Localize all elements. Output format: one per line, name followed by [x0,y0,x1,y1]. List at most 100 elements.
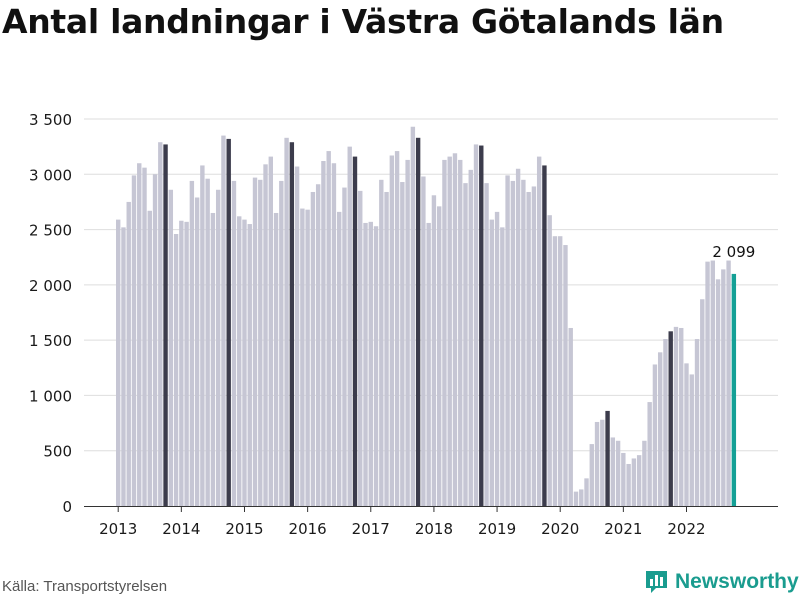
bar [221,135,226,507]
bar [679,327,684,506]
bar [373,226,379,507]
y-tick-label: 0 [62,498,72,516]
bar [521,179,526,507]
bar [184,221,189,506]
bar [116,219,121,506]
bar [331,163,337,506]
bar [505,175,510,507]
bar [152,174,158,507]
bar [210,212,216,506]
x-tick-label: 2014 [162,520,200,538]
bar [337,211,342,506]
bar [179,220,184,506]
bar [447,156,452,506]
bar [121,227,126,507]
bar [426,222,431,507]
bar [384,191,389,506]
bar [379,179,384,507]
bar [368,221,373,506]
bar [547,215,552,506]
bar [410,126,416,507]
bar [405,159,410,506]
bar [615,440,621,506]
bar [305,209,310,506]
bar [684,363,689,506]
x-tick-label: 2018 [415,520,453,538]
latest-bar [731,273,737,506]
bar [168,189,174,506]
bar [394,151,400,506]
bar [484,183,489,507]
bar [510,180,516,507]
bar [710,260,716,506]
bar [231,180,237,507]
bar [700,299,705,506]
y-tick-label: 2 500 [29,222,72,240]
bar [242,219,247,506]
x-tick-label: 2015 [225,520,263,538]
x-axis: 2013 2014 2015 2016 2017 2018 2019 2020 2021 2022 [84,506,778,538]
bar [573,491,579,506]
bar [189,180,195,507]
x-tick-label: 2022 [667,520,705,538]
bar [600,419,605,506]
bar [315,184,321,507]
bar [526,191,531,506]
data-labels: 2 099 [712,243,755,261]
latest-value-label: 2 099 [712,243,755,261]
gridlines [84,118,778,452]
y-tick-label: 1 000 [29,387,72,405]
bar [294,166,300,506]
bar [263,164,268,506]
bar [468,169,473,506]
y-tick-label: 500 [43,443,72,461]
bar [279,180,284,507]
bar [621,452,626,506]
bar [347,146,352,506]
bar [284,137,289,506]
bar [200,165,205,506]
y-tick-label: 3 000 [29,166,72,184]
brand-logo[interactable]: Newsworthy [644,569,799,594]
bar [126,201,131,506]
bar [131,175,137,507]
bar [158,142,163,506]
bar [610,437,616,506]
x-tick-label: 2021 [604,520,642,538]
bar [273,212,279,506]
bar [473,144,479,506]
bar [605,410,610,506]
bar [689,374,694,506]
bar [458,159,463,506]
y-tick-label: 2 000 [29,277,72,295]
bar [515,168,521,506]
bar [626,463,631,506]
bar [300,208,305,506]
bar [205,178,210,507]
bar [668,331,673,506]
bar [342,187,347,506]
bar [715,279,721,506]
x-tick-label: 2013 [99,520,137,538]
bar [452,153,458,506]
bar [531,186,537,506]
bar [142,167,147,506]
bar [568,327,573,506]
bar [500,227,505,507]
bar [663,339,668,506]
bar [163,144,168,506]
bar [326,151,331,506]
bar [694,339,700,506]
bar [726,260,731,506]
x-tick-label: 2020 [541,520,579,538]
bar [226,138,231,506]
bar [479,145,484,506]
y-tick-label: 3 500 [29,111,72,129]
bar [642,440,647,506]
x-tick-label: 2016 [289,520,327,538]
bar [673,326,679,506]
source-note: Källa: Transportstyrelsen [2,578,168,595]
bars [116,126,737,507]
y-tick-label: 1 500 [29,332,72,350]
bar [310,191,316,506]
